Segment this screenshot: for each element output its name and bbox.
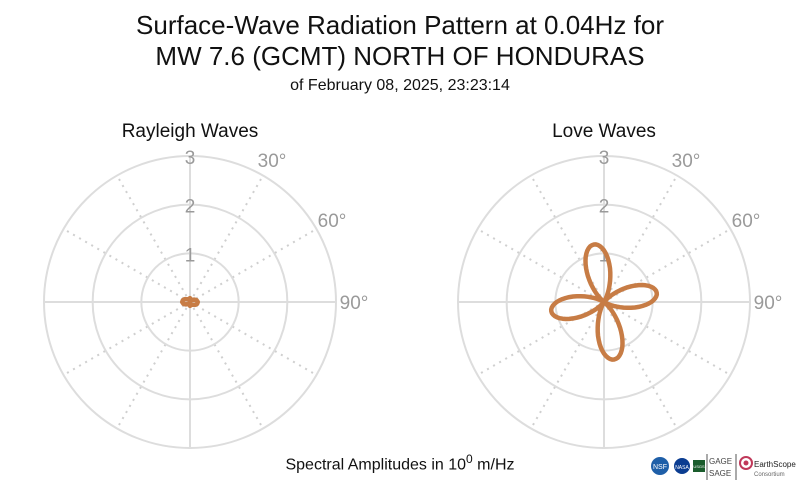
radial-tick-label: 1 (185, 245, 196, 266)
angular-gridline (603, 301, 678, 429)
subplot-title: Rayleigh Waves (122, 121, 259, 142)
angular-gridline (189, 175, 264, 303)
angle-tick-label: 60° (732, 211, 761, 232)
consortium-logo-text: Consortium (754, 472, 785, 478)
amplitude-units-caption: Spectral Amplitudes in 100 m/Hz (0, 452, 800, 474)
angle-tick-label: 90° (340, 293, 369, 314)
usgs-logo: USGS (693, 460, 705, 472)
angular-gridline (63, 301, 191, 376)
radial-gridline (43, 155, 337, 449)
angular-gridline (189, 301, 317, 376)
nasa-logo-text: NASA (675, 465, 689, 471)
angular-gridline (116, 175, 191, 303)
radial-tick-label: 2 (599, 197, 610, 218)
angle-tick-label: 30° (672, 151, 701, 172)
angle-tick-label: 90° (754, 293, 783, 314)
radiation-pattern-curve (179, 295, 201, 309)
radial-gridline (457, 155, 751, 449)
radial-gridline (140, 252, 240, 352)
nasa-logo: NASA (674, 458, 690, 474)
radial-gridline (505, 203, 703, 401)
sage-logo: SAGE (709, 469, 731, 478)
units-exponent: 0 (466, 452, 473, 466)
earthscope-logo: EarthScope Consortium (739, 456, 796, 478)
earthscope-logo-text: EarthScope (754, 460, 796, 469)
angular-gridline (530, 175, 605, 303)
angle-tick-label: 60° (318, 211, 347, 232)
subplot-title: Love Waves (552, 121, 656, 142)
radial-tick-label: 1 (599, 245, 610, 266)
angular-gridline (189, 301, 264, 429)
radial-tick-label: 3 (599, 148, 610, 169)
units-prefix: Spectral Amplitudes in 10 (285, 456, 467, 474)
polar-chart-love: Love Waves 1 2 3 30° 60° 90° (457, 121, 783, 449)
radiation-pattern-curve (548, 242, 660, 362)
polar-chart-rayleigh: Rayleigh Waves 1 2 3 30° 60° 90° (43, 121, 369, 449)
sponsor-logos: NSF NASA USGS GAGE SAGE EarthScope Conso… (651, 454, 796, 480)
chart-title-line2: MW 7.6 (GCMT) NORTH OF HONDURAS (155, 41, 645, 71)
radial-gridline (91, 203, 289, 401)
nsf-logo: NSF (651, 457, 669, 475)
angular-gridline (63, 228, 191, 303)
angular-gridline (116, 301, 191, 429)
angle-tick-label: 30° (258, 151, 287, 172)
radial-tick-label: 3 (185, 148, 196, 169)
angular-gridline (189, 228, 317, 303)
usgs-logo-text: USGS (693, 464, 705, 469)
radial-tick-label: 2 (185, 197, 196, 218)
gage-logo: GAGE (709, 457, 732, 466)
nsf-logo-text: NSF (653, 464, 667, 471)
chart-title-line1: Surface-Wave Radiation Pattern at 0.04Hz… (136, 10, 664, 40)
chart-subtitle: of February 08, 2025, 23:23:14 (290, 77, 510, 94)
units-suffix: m/Hz (472, 456, 515, 474)
